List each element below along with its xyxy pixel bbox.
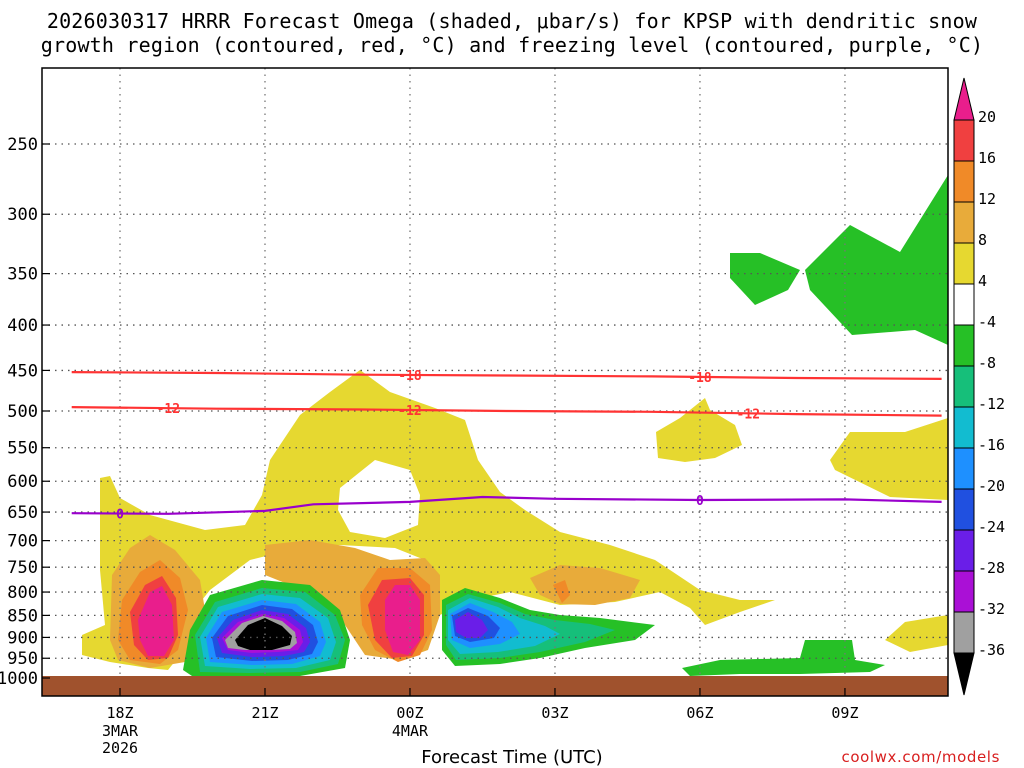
colorbar-label: -4 — [978, 313, 996, 331]
y-tick-label: 800 — [7, 583, 38, 603]
x-tick-label: 03Z — [541, 704, 568, 722]
contour-label: 0 — [116, 508, 124, 523]
contour-label: -12 — [737, 407, 760, 422]
y-tick-label: 400 — [7, 316, 38, 336]
colorbar: 20 16 12 8 4 -4 -8 -12 -16 -20 -24 -28 -32 -36 — [953, 77, 1005, 696]
x-tick-label: 09Z — [831, 704, 858, 722]
x-tick-label: 06Z — [686, 704, 713, 722]
y-tick-label: 500 — [7, 402, 38, 422]
x-tick-sublabel: 4MAR — [392, 722, 429, 740]
y-tick-label: 650 — [7, 503, 38, 523]
colorbar-top-arrow — [953, 77, 975, 121]
colorbar-label: 16 — [978, 149, 996, 167]
colorbar-label: -8 — [978, 354, 996, 372]
colorbar-label: 12 — [978, 190, 996, 208]
colorbar-swatch — [953, 119, 975, 162]
grid-lines — [42, 68, 948, 676]
chart-title-line1: 2026030317 HRRR Forecast Omega (shaded, … — [46, 9, 978, 33]
shade-darkorange-3 — [553, 580, 570, 603]
omega-shading — [82, 175, 948, 678]
contour-line — [71, 406, 942, 417]
x-tick-label: 18Z — [106, 704, 133, 722]
y-tick-label: 450 — [7, 361, 38, 381]
contour-line — [71, 495, 942, 515]
colorbar-label: -24 — [978, 518, 1005, 536]
colorbar-label: -20 — [978, 477, 1005, 495]
y-tick-label: 700 — [7, 532, 38, 552]
colorbar-label: -36 — [978, 641, 1005, 659]
y-tick-label: 300 — [7, 205, 38, 225]
shade-black-1 — [235, 618, 292, 650]
colorbar-label: 4 — [978, 272, 987, 290]
colorbar-swatch — [953, 488, 975, 531]
colorbar-label: 20 — [978, 108, 996, 126]
ground-terrain — [42, 676, 948, 696]
y-tick-label: 250 — [7, 135, 38, 155]
temperature-contours: -18 -18 -12 -12 -12 0 0 — [71, 369, 942, 523]
x-axis-label: Forecast Time (UTC) — [421, 747, 603, 768]
contour-label: -18 — [398, 369, 422, 384]
y-tick-label: 750 — [7, 558, 38, 578]
shade-white-hole — [338, 460, 420, 538]
y-tick-label: 950 — [7, 649, 38, 669]
colorbar-swatch — [953, 283, 975, 326]
shade-yellow-farright — [830, 418, 948, 500]
shade-purple-2 — [455, 612, 488, 638]
credit-link[interactable]: coolwx.com/models — [841, 748, 1000, 766]
contour-label: -18 — [688, 371, 712, 386]
shade-magenta-1 — [138, 586, 174, 656]
colorbar-swatch — [953, 160, 975, 203]
contour-label: -12 — [398, 404, 421, 419]
colorbar-swatch — [953, 611, 975, 654]
plot-frame — [41, 67, 949, 697]
colorbar-label: -12 — [978, 395, 1005, 413]
colorbar-swatch — [953, 570, 975, 613]
shade-green-3 — [730, 253, 800, 305]
colorbar-swatch — [953, 242, 975, 285]
colorbar-swatch — [953, 201, 975, 244]
shade-orange-3 — [530, 565, 640, 605]
pressure-axis: 2503003504004505005506006507007508008509… — [0, 135, 50, 689]
colorbar-swatch — [953, 324, 975, 367]
chart-title-line2: growth region (contoured, red, °C) and f… — [40, 33, 984, 57]
colorbar-swatch — [953, 406, 975, 449]
x-tick-sublabel: 2026 — [102, 739, 138, 757]
shade-green-5 — [682, 640, 885, 676]
y-tick-label: 350 — [7, 265, 38, 285]
x-tick-label: 21Z — [251, 704, 278, 722]
colorbar-swatch — [953, 447, 975, 490]
y-tick-label: 1000 — [0, 669, 38, 689]
shade-yellow-lowright — [885, 615, 948, 652]
contour-line — [71, 371, 942, 380]
contour-label: -12 — [157, 402, 180, 417]
y-tick-label: 850 — [7, 606, 38, 626]
colorbar-bottom-arrow — [953, 652, 975, 696]
colorbar-swatch — [953, 529, 975, 572]
y-tick-label: 900 — [7, 628, 38, 648]
colorbar-label: -28 — [978, 559, 1005, 577]
colorbar-label: 8 — [978, 231, 987, 249]
x-tick-label: 00Z — [396, 704, 423, 722]
contour-label: 0 — [696, 494, 704, 509]
colorbar-label: -16 — [978, 436, 1005, 454]
y-tick-label: 600 — [7, 472, 38, 492]
colorbar-label: -32 — [978, 600, 1005, 618]
shade-yellow-right — [656, 398, 742, 462]
shade-green-4 — [805, 175, 948, 345]
x-tick-sublabel: 3MAR — [102, 722, 139, 740]
colorbar-swatch — [953, 365, 975, 408]
y-tick-label: 550 — [7, 439, 38, 459]
